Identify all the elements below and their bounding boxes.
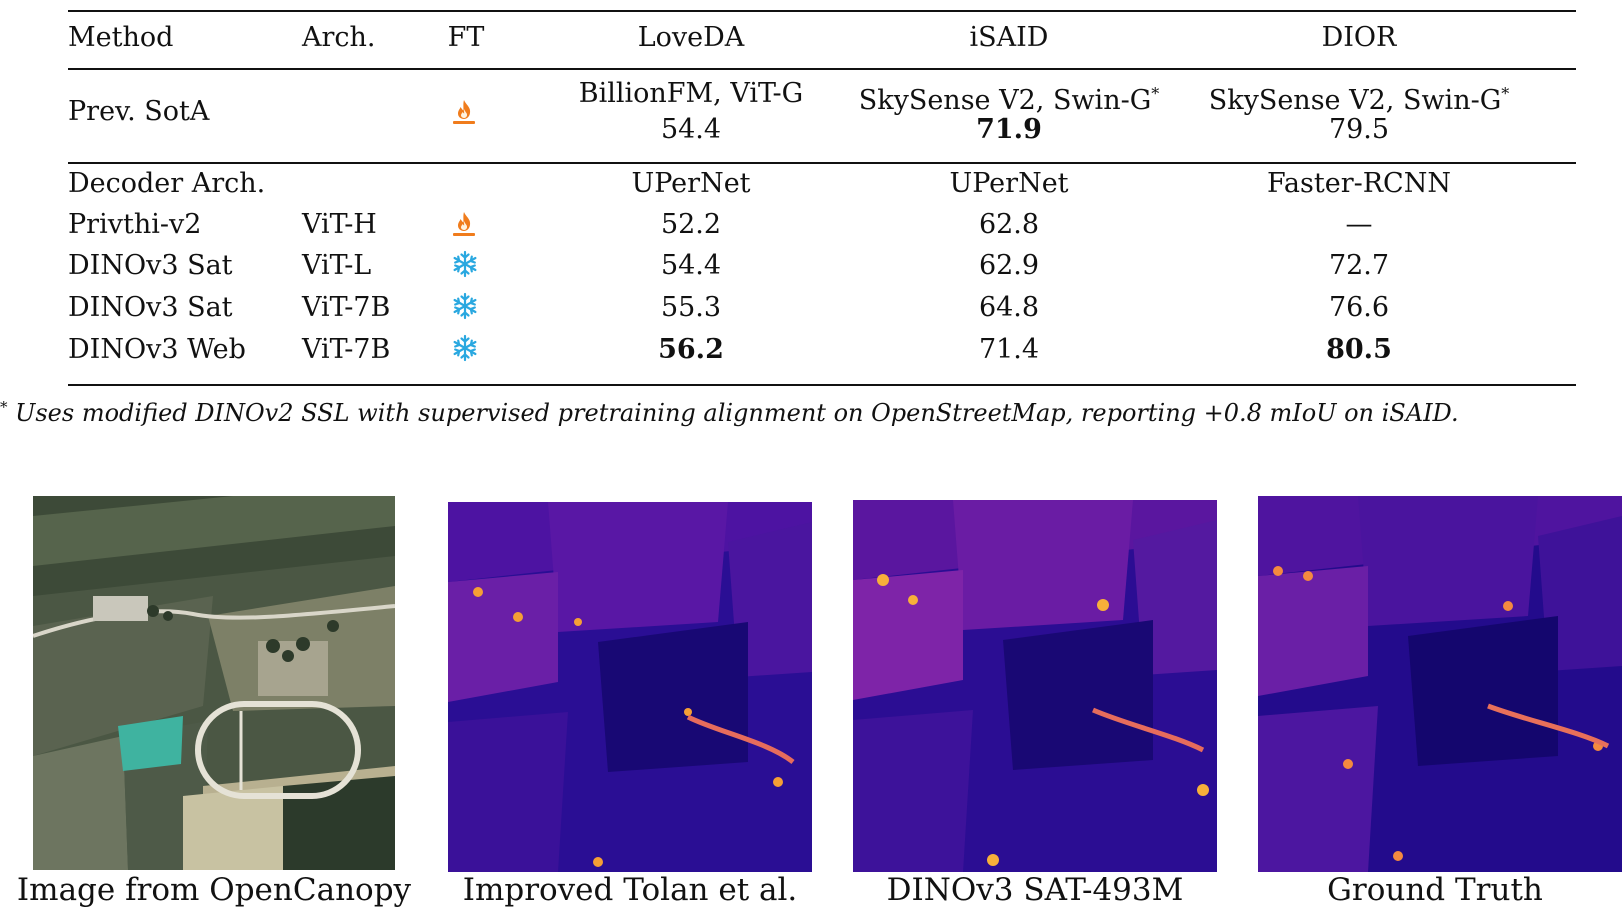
- row-method: DINOv3 Web: [68, 334, 246, 365]
- row-method: Privthi-v2: [68, 209, 202, 240]
- snowflake-icon: [451, 292, 479, 330]
- row-loveda: 52.2: [660, 209, 722, 240]
- caption-tolan: Improved Tolan et al.: [462, 872, 798, 908]
- row-isaid: 62.9: [978, 250, 1040, 281]
- row-loveda: 54.4: [660, 250, 722, 281]
- row-loveda: 56.2: [658, 334, 724, 365]
- aerial-image: [33, 496, 395, 870]
- header-ft: FT: [447, 22, 485, 53]
- table-section-rule: [68, 162, 1576, 164]
- row-isaid: 62.8: [978, 209, 1040, 240]
- row-arch: ViT-H: [302, 209, 377, 240]
- prev-sota-dior-value: 79.5: [1328, 114, 1390, 145]
- prev-sota-isaid-value: 71.9: [976, 114, 1042, 145]
- header-arch: Arch.: [302, 22, 376, 53]
- table-footnote: * Uses modified DINOv2 SSL with supervis…: [0, 398, 1459, 427]
- snowflake-icon: [451, 334, 479, 372]
- caption-dinov3: DINOv3 SAT-493M: [886, 872, 1184, 908]
- decoder-loveda: UPerNet: [631, 168, 751, 199]
- table-top-rule: [68, 10, 1576, 12]
- decoder-isaid: UPerNet: [949, 168, 1069, 199]
- row-method: DINOv3 Sat: [68, 250, 233, 281]
- row-dior: 76.6: [1328, 292, 1390, 323]
- fire-icon: [451, 210, 477, 248]
- row-arch: ViT-L: [302, 250, 372, 281]
- prev-sota-loveda-value: 54.4: [660, 114, 722, 145]
- caption-ground-truth: Ground Truth: [1327, 872, 1543, 908]
- row-arch: ViT-7B: [302, 292, 391, 323]
- prev-sota-dior-model: SkySense V2, Swin-G*: [1208, 84, 1510, 116]
- row-isaid: 64.8: [978, 292, 1040, 323]
- prev-sota-loveda-model: BillionFM, ViT-G: [578, 78, 804, 109]
- row-isaid: 71.4: [978, 334, 1040, 365]
- header-loveda: LoveDA: [637, 22, 745, 53]
- prev-sota-label: Prev. SotA: [68, 96, 210, 127]
- heatmap-tolan: [448, 502, 812, 872]
- heatmap-ground-truth: [1258, 496, 1622, 872]
- table-header-rule: [68, 68, 1576, 70]
- snowflake-icon: [451, 250, 479, 288]
- heatmap-dinov3: [853, 500, 1217, 872]
- decoder-dior: Faster-RCNN: [1267, 168, 1451, 199]
- row-arch: ViT-7B: [302, 334, 391, 365]
- fire-icon: [451, 98, 477, 136]
- row-loveda: 55.3: [660, 292, 722, 323]
- caption-image: Image from OpenCanopy: [16, 872, 412, 908]
- header-isaid: iSAID: [969, 22, 1049, 53]
- table-bottom-rule: [68, 384, 1576, 386]
- decoder-arch-label: Decoder Arch.: [68, 168, 266, 199]
- row-dior: 72.7: [1328, 250, 1390, 281]
- header-method: Method: [68, 22, 174, 53]
- prev-sota-isaid-model: SkySense V2, Swin-G*: [858, 84, 1160, 116]
- row-dior: 80.5: [1326, 334, 1392, 365]
- row-dior: —: [1345, 209, 1373, 240]
- footnote-text: Uses modified DINOv2 SSL with supervised…: [15, 399, 1459, 427]
- row-method: DINOv3 Sat: [68, 292, 233, 323]
- header-dior: DIOR: [1321, 22, 1397, 53]
